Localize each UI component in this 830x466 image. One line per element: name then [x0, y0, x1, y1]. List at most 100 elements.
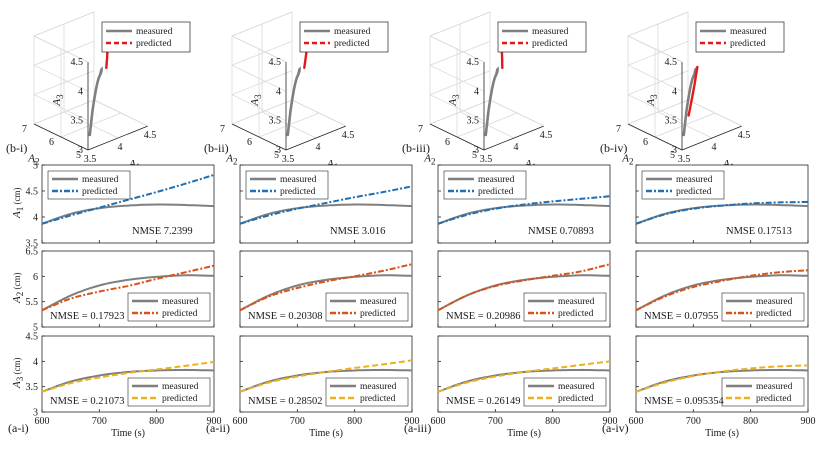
legend-box: [245, 170, 329, 200]
y-tick-label: 4.5: [26, 332, 39, 343]
legend-box: [325, 377, 409, 407]
legend-box: [695, 21, 785, 53]
measured-line: [41, 368, 215, 393]
box-top: [231, 35, 287, 63]
nmse-label: NMSE = 0.095354: [644, 396, 724, 407]
legend-box: [523, 292, 607, 322]
legend-predicted-label: predicted: [162, 309, 198, 319]
legend-predicted-label: predicted: [532, 39, 568, 49]
axis-x: [285, 125, 347, 151]
predicted-line: [635, 364, 809, 393]
legend-measured-label: measured: [730, 27, 767, 37]
y-tick-label: 4.5: [26, 187, 39, 198]
panel-label-3d: (b-iii): [402, 141, 430, 155]
z-tick-label: 4: [672, 86, 677, 97]
y-tick-label: 6: [643, 137, 648, 148]
legend-measured-label: measured: [532, 27, 569, 37]
legend-measured-label: measured: [360, 297, 397, 307]
legend-measured-label: measured: [558, 297, 595, 307]
y-tick-label: 6: [49, 137, 54, 148]
legend-predicted-label: predicted: [558, 394, 594, 404]
legend-predicted-label: predicted: [478, 187, 514, 197]
panel-a3-3: 600 700 800 900 measured predicted NMSE = 0.26…: [431, 335, 618, 427]
box-top: [429, 35, 485, 63]
predicted-line: [41, 360, 215, 393]
bottom-labels-2: Time (s) (a-ii): [206, 421, 343, 439]
predicted-line: [239, 185, 413, 225]
legend-predicted-label: predicted: [334, 39, 370, 49]
box-back: [627, 11, 689, 124]
x-tick-label: 700: [488, 416, 503, 427]
predicted-line: [437, 195, 611, 225]
x-tick-label: 4: [118, 142, 123, 153]
z-tick-label: 3: [78, 145, 83, 156]
nmse-label: NMSE 0.17513: [726, 226, 792, 237]
x-tick-label: 700: [92, 416, 107, 427]
x-axis-label: Time (s): [111, 428, 145, 439]
x-tick-label: 600: [431, 416, 446, 427]
legend-box: [127, 292, 211, 322]
x-tick-label: 800: [743, 416, 758, 427]
measured-line: [239, 203, 413, 225]
panel-a3-4: 600 700 800 900 measured predicted NMSE = 0.09…: [629, 335, 816, 427]
box-back: [429, 11, 491, 124]
y-tick-label: 7: [616, 124, 621, 135]
legend-predicted-label: predicted: [360, 309, 396, 319]
x-tick-label: 4.5: [540, 130, 553, 141]
predicted-line: [437, 263, 611, 312]
y-tick-label: 7: [418, 124, 423, 135]
z-tick-label: 4.5: [71, 57, 84, 68]
nmse-label: NMSE = 0.20986: [446, 311, 520, 322]
nmse-label: NMSE = 0.20308: [248, 311, 322, 322]
axis-y: [33, 123, 89, 151]
y-tick-label: 5.5: [26, 297, 39, 308]
bottom-labels-1: Time (s) (a-i): [8, 421, 145, 439]
nmse-label: NMSE 7.2399: [132, 226, 193, 237]
x-tick-label: 4: [316, 142, 321, 153]
x-tick-label: 600: [629, 416, 644, 427]
panel-a2-3: measured predicted NMSE = 0.20986: [437, 250, 611, 328]
legend-predicted-label: predicted: [756, 394, 792, 404]
predicted-line: [41, 173, 215, 225]
legend-box: [299, 21, 389, 53]
y-tick-label: 6: [247, 137, 252, 148]
y-tick-label: 5: [33, 323, 38, 334]
panel-label-ts: (a-i): [8, 421, 29, 435]
panel-3d-3: 33.544.53.544.5567A3A1A2measuredpredicte…: [402, 11, 587, 172]
box-right: [687, 99, 743, 127]
z-tick-label: 3.5: [467, 116, 480, 127]
z-tick-label: 4.5: [665, 57, 678, 68]
panel-a1-3: measured predicted NMSE 0.70893: [437, 164, 611, 244]
y-tick-label: 5: [33, 161, 38, 172]
z-tick-label: 4: [276, 86, 281, 97]
y-tick-label: 5: [670, 150, 675, 161]
predicted-line: [41, 264, 215, 312]
panel-a3-2: 600 700 800 900 measured predicted NMSE = 0.28…: [233, 335, 420, 427]
predicted-line: [437, 360, 611, 393]
x-tick-label: 700: [290, 416, 305, 427]
y-axis-label: A1 (cm): [11, 188, 25, 219]
panel-3d-2: 33.544.53.544.5567A3A1A2measuredpredicte…: [204, 11, 389, 172]
legend-box: [101, 21, 191, 53]
legend-box: [523, 377, 607, 407]
z-axis-label: A3: [249, 94, 263, 107]
y-tick-label: 3.5: [26, 382, 39, 393]
z-tick-label: 3.5: [71, 116, 84, 127]
z-tick-label: 3.5: [665, 116, 678, 127]
measured-curve-3d: [484, 66, 499, 137]
x-tick-label: 900: [801, 416, 816, 427]
panel-label-ts: (a-iv): [602, 421, 629, 435]
z-tick-label: 4.5: [269, 57, 282, 68]
x-tick-label: 700: [686, 416, 701, 427]
x-tick-label: 4.5: [144, 130, 157, 141]
panel-a2-1: 5 5.5 6 6.5 measured predicted NMSE = 0.17923 A…: [11, 247, 215, 334]
nmse-label: NMSE 0.70893: [528, 226, 594, 237]
legend-predicted-label: predicted: [676, 187, 712, 197]
x-tick-label: 3.5: [282, 154, 295, 165]
legend-measured-label: measured: [162, 297, 199, 307]
box-top: [33, 35, 89, 63]
y-tick-label: 6: [445, 137, 450, 148]
x-tick-label: 800: [347, 416, 362, 427]
panel-a2-2: measured predicted NMSE = 0.20308: [239, 250, 413, 328]
nmse-label: NMSE 3.016: [330, 226, 385, 237]
